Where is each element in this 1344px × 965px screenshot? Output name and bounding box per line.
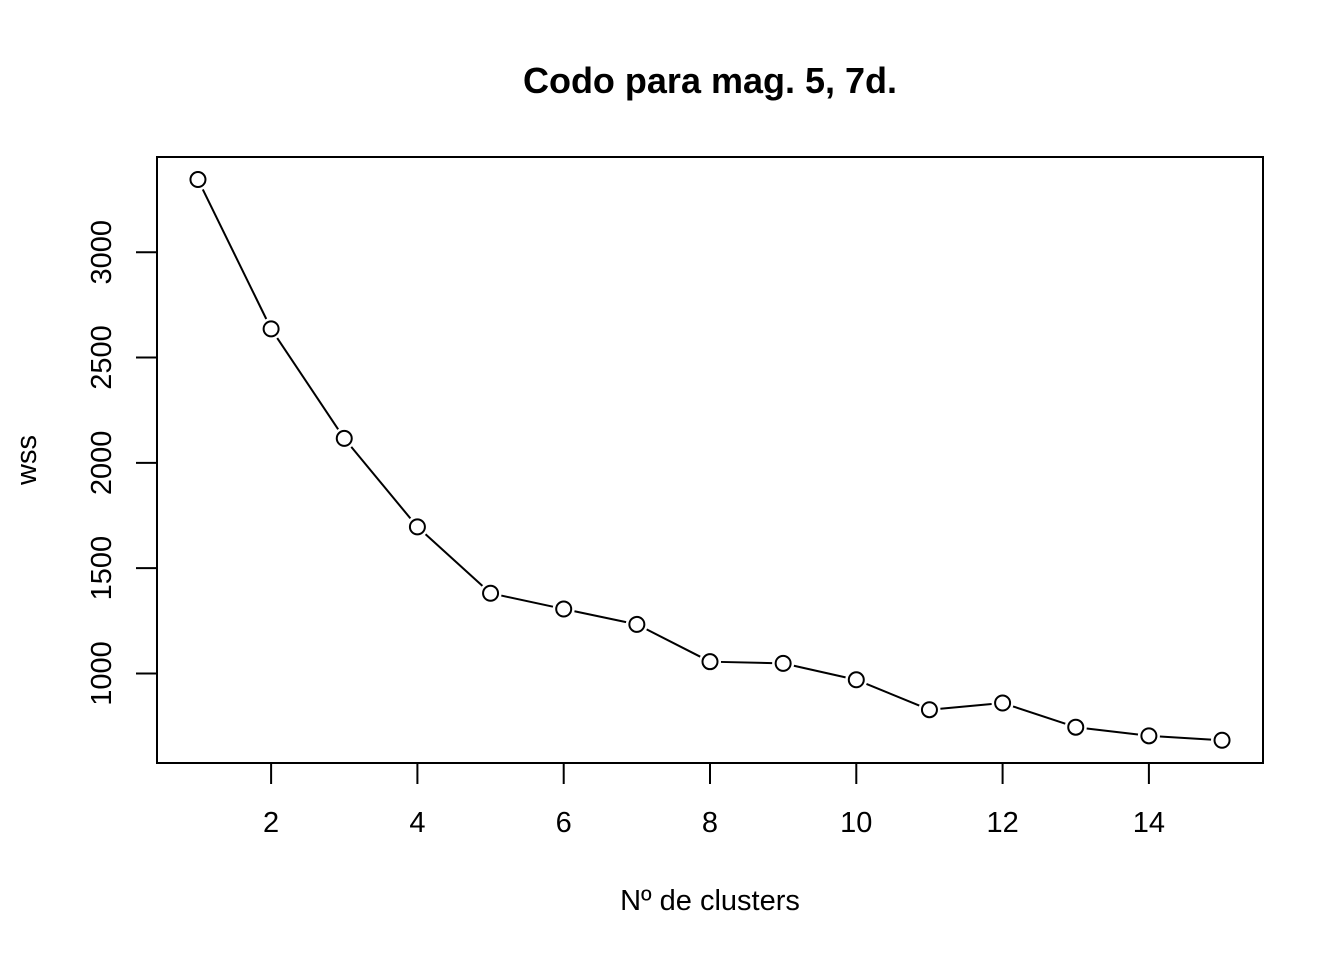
- series-line-segment: [574, 610, 627, 624]
- y-tick-label: 2000: [86, 431, 118, 496]
- series-line-segment: [646, 628, 701, 658]
- x-tick-label: 2: [263, 807, 279, 839]
- y-tick-label: 3000: [86, 220, 118, 285]
- series-layer: [189, 171, 1231, 749]
- series-line-segment: [501, 594, 554, 608]
- series-line-segment: [866, 683, 920, 707]
- y-axis: 1000 1500 2000 2500 3000: [86, 220, 158, 706]
- data-point: [189, 171, 207, 189]
- x-tick-label: 14: [1133, 807, 1165, 839]
- x-tick-label: 10: [840, 807, 872, 839]
- data-point: [920, 701, 938, 719]
- data-point: [994, 694, 1012, 712]
- data-point: [1140, 727, 1158, 745]
- series-line-segment: [424, 533, 484, 587]
- data-point: [262, 320, 280, 338]
- data-point: [847, 671, 865, 689]
- series-line-segment: [350, 446, 412, 520]
- chart-title: Codo para mag. 5, 7d.: [523, 60, 897, 101]
- series-line-segment: [720, 660, 773, 665]
- x-tick-label: 8: [702, 807, 718, 839]
- x-axis: 2 4 6 8 10 12 14: [263, 762, 1165, 839]
- data-point: [628, 615, 646, 633]
- data-point: [701, 653, 719, 671]
- series-line-segment: [1159, 735, 1212, 741]
- x-tick-label: 6: [556, 807, 572, 839]
- series-line-segment: [940, 702, 992, 710]
- data-point: [335, 429, 353, 447]
- data-point: [1213, 731, 1231, 749]
- data-point: [482, 584, 500, 602]
- data-point: [555, 600, 573, 618]
- y-axis-label: wss: [11, 435, 43, 486]
- x-axis-label: Nº de clusters: [620, 885, 800, 917]
- y-tick-label: 2500: [86, 325, 118, 390]
- series-line-segment: [201, 188, 268, 320]
- y-tick-label: 1500: [86, 536, 118, 601]
- series-line-segment: [1086, 727, 1139, 736]
- data-point: [408, 518, 426, 536]
- data-point: [774, 654, 792, 672]
- x-tick-label: 4: [409, 807, 425, 839]
- series-line-segment: [276, 337, 339, 430]
- series-line-segment: [793, 664, 846, 679]
- data-point: [1067, 718, 1085, 736]
- x-tick-label: 12: [986, 807, 1018, 839]
- plot-frame: [156, 156, 1264, 764]
- y-tick-label: 1000: [86, 641, 118, 706]
- series-line-segment: [1012, 705, 1066, 725]
